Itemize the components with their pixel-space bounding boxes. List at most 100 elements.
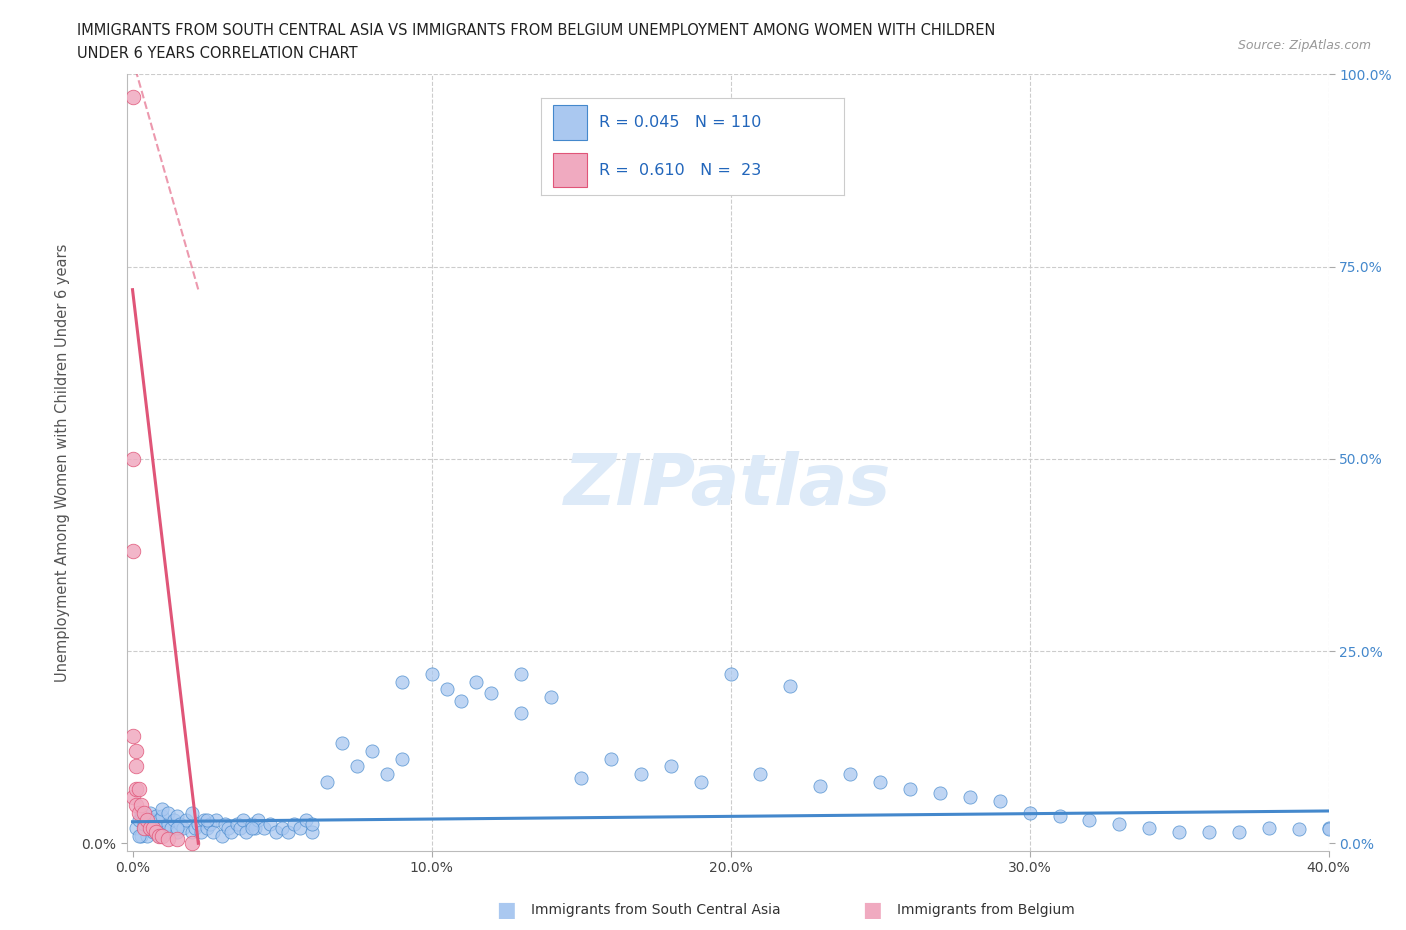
Point [139,820,162,835]
Point [479,686,502,701]
Point [569,770,592,785]
Point [749,766,772,781]
Point [420,667,443,682]
Point [217,820,239,835]
Point [121,790,143,804]
Point [139,820,162,835]
Point [232,813,254,828]
Point [152,828,174,843]
Point [139,820,162,835]
Text: UNDER 6 YEARS CORRELATION CHART: UNDER 6 YEARS CORRELATION CHART [77,46,359,61]
Point [187,817,209,831]
Point [166,832,188,847]
Point [202,824,225,839]
Point [1317,820,1340,835]
Point [1049,809,1071,824]
Point [131,797,153,812]
Point [808,778,831,793]
Text: Immigrants from South Central Asia: Immigrants from South Central Asia [531,902,782,917]
Point [375,766,398,781]
Point [510,705,533,720]
Point [157,805,180,820]
Point [124,759,146,774]
Point [253,820,276,835]
Point [1288,822,1310,837]
Point [172,820,194,835]
Point [157,832,180,847]
Point [869,775,891,790]
Point [169,817,191,831]
Point [240,820,263,835]
Text: Source: ZipAtlas.com: Source: ZipAtlas.com [1237,39,1371,52]
Point [136,809,159,824]
Point [166,820,188,835]
Text: R = 0.045   N = 110: R = 0.045 N = 110 [599,115,761,130]
Point [200,817,222,831]
Point [152,802,174,817]
Point [315,775,337,790]
Point [214,817,236,831]
Point [229,820,252,835]
Point [190,824,212,839]
Point [1227,824,1250,839]
Point [136,813,159,828]
Point [243,820,266,835]
Point [1168,824,1191,839]
Point [1317,822,1340,837]
Point [247,813,270,828]
Point [226,817,249,831]
Point [121,451,143,466]
Point [1257,820,1279,835]
Point [128,828,150,843]
Point [1078,813,1101,828]
Point [193,813,215,828]
Point [1137,820,1160,835]
Point [779,678,801,693]
Point [295,813,318,828]
Point [181,805,204,820]
Point [839,766,862,781]
Point [1018,805,1040,820]
Point [124,744,146,759]
Point [195,813,218,828]
Bar [554,153,586,188]
Point [959,790,981,804]
Point [128,805,150,820]
Point [121,544,143,559]
Point [259,817,281,831]
Point [1108,817,1130,831]
Point [436,682,458,697]
Point [145,820,167,835]
Point [124,782,146,797]
Point [157,817,180,831]
Point [142,820,165,835]
Point [134,820,156,835]
Text: IMMIGRANTS FROM SOUTH CENTRAL ASIA VS IMMIGRANTS FROM BELGIUM UNEMPLOYMENT AMONG: IMMIGRANTS FROM SOUTH CENTRAL ASIA VS IM… [77,23,995,38]
Point [160,820,183,835]
Point [301,817,323,831]
Point [898,782,921,797]
Point [330,736,353,751]
Point [211,828,233,843]
Point [152,820,174,835]
Point [271,820,294,835]
Point [131,828,153,843]
Point [136,817,159,831]
Point [360,744,382,759]
Text: ■: ■ [862,899,882,920]
Text: ZIPatlas: ZIPatlas [564,451,891,521]
Point [540,690,562,705]
Point [181,836,204,851]
Point [1198,824,1220,839]
Point [121,90,143,105]
Point [659,759,682,774]
Point [600,751,623,766]
Point [391,751,413,766]
Point [152,809,174,824]
Point [689,775,711,790]
Point [205,813,228,828]
Point [134,813,156,828]
Point [929,786,952,801]
Point [301,824,323,839]
Point [131,805,153,820]
